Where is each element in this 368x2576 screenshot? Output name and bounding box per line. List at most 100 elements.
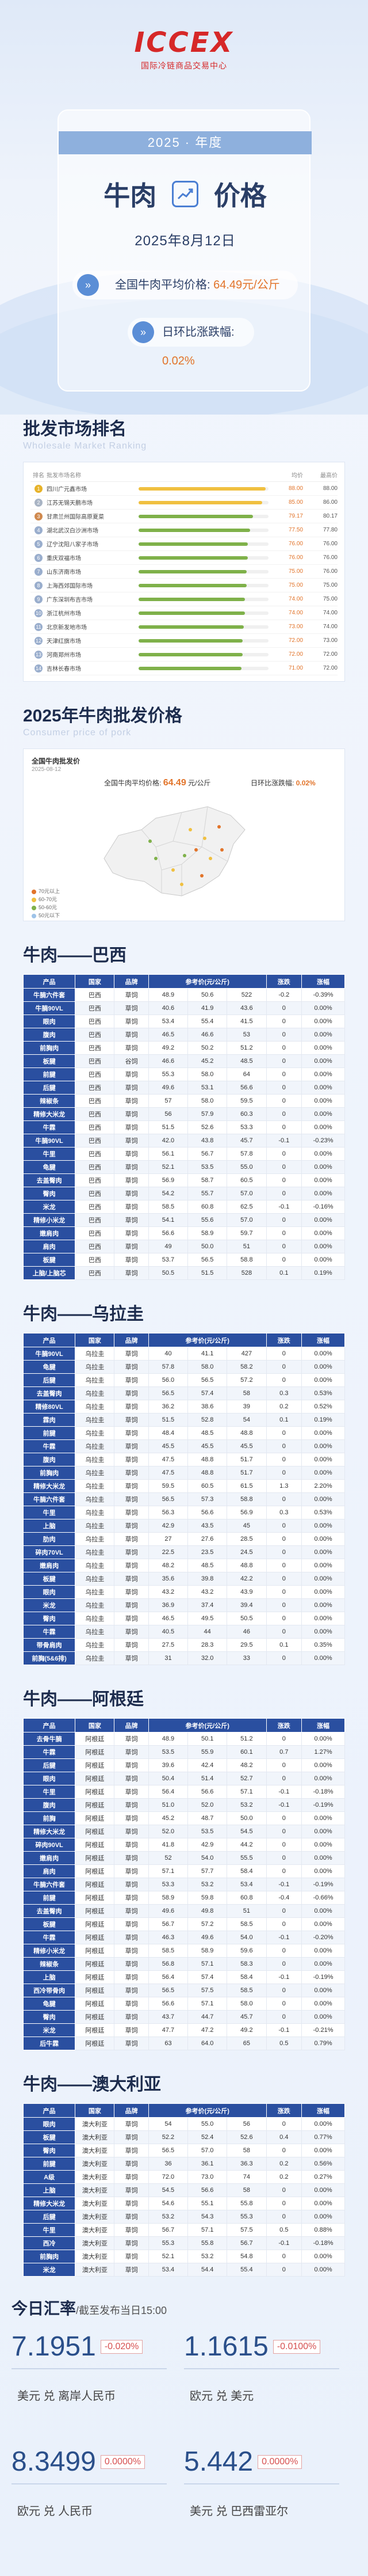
- table-row[interactable]: 前胸肉 巴西 草饲 49.2 50.2 51.2 0 0.00%: [22, 1041, 345, 1055]
- table-row[interactable]: 牛腩90VL 乌拉圭 草饲 40 41.1 427 0 0.00%: [22, 1347, 345, 1361]
- table-row[interactable]: 板腱 阿根廷 草饲 56.7 57.2 58.5 0 0.00%: [22, 1917, 345, 1931]
- table-row[interactable]: 板腱 澳大利亚 草饲 52.2 52.4 52.6 0.4 0.77%: [22, 2130, 345, 2144]
- table-row[interactable]: 精修大米龙 巴西 草饲 56 57.9 60.3 0 0.00%: [22, 1107, 345, 1121]
- table-row[interactable]: 肩肉 阿根廷 草饲 57.1 57.7 58.4 0 0.00%: [22, 1864, 345, 1878]
- table-row[interactable]: 去骨牛腩 阿根廷 草饲 48.9 50.1 51.2 0 0.00%: [22, 1732, 345, 1746]
- table-row[interactable]: 板腱 巴西 草饲 53.7 56.5 58.8 0 0.00%: [22, 1253, 345, 1267]
- table-row[interactable]: 牛里 巴西 草饲 56.1 56.7 57.8 0 0.00%: [22, 1147, 345, 1161]
- ranking-row[interactable]: 13 河南郑州市场 72.00 72.00: [30, 648, 338, 662]
- table-row[interactable]: 龟腱 巴西 草饲 52.1 53.5 55.0 0 0.00%: [22, 1160, 345, 1174]
- table-row[interactable]: 前胸肉 乌拉圭 草饲 47.5 48.8 51.7 0 0.00%: [22, 1466, 345, 1480]
- table-row[interactable]: 嫩肩肉 巴西 草饲 56.6 58.9 59.7 0 0.00%: [22, 1226, 345, 1240]
- table-row[interactable]: 板腱 巴西 谷饲 46.6 45.2 48.5 0 0.00%: [22, 1054, 345, 1068]
- table-row[interactable]: 牛腩90VL 巴西 草饲 40.6 41.9 43.6 0 0.00%: [22, 1001, 345, 1015]
- table-row[interactable]: 去盖臀肉 乌拉圭 草饲 56.5 57.4 58 0.3 0.53%: [22, 1386, 345, 1400]
- table-row[interactable]: 前腱 阿根廷 草饲 58.9 59.8 60.8 -0.4 -0.66%: [22, 1891, 345, 1905]
- table-row[interactable]: 嫩肩肉 阿根廷 草饲 52 54.0 55.5 0 0.00%: [22, 1851, 345, 1865]
- rank-number: 7: [30, 567, 47, 576]
- table-row[interactable]: 牛霖 乌拉圭 草饲 40.5 44 46 0 0.00%: [22, 1625, 345, 1639]
- product-name: 眼肉: [22, 2117, 76, 2131]
- table-row[interactable]: 臀肉 巴西 草饲 54.2 55.7 57.0 0 0.00%: [22, 1187, 345, 1200]
- table-row[interactable]: 后牛霖 阿根廷 草饲 63 64.0 65 0.5 0.79%: [22, 2037, 345, 2050]
- table-row[interactable]: 精修80VL 乌拉圭 草饲 36.2 38.6 39 0.2 0.52%: [22, 1400, 345, 1414]
- table-row[interactable]: 精修大米龙 乌拉圭 草饲 59.5 60.5 61.5 1.3 2.20%: [22, 1479, 345, 1493]
- table-row[interactable]: 嫩肩肉 乌拉圭 草饲 48.2 48.5 48.8 0 0.00%: [22, 1559, 345, 1572]
- table-row[interactable]: 上脑 澳大利亚 草饲 54.5 56.6 58 0 0.00%: [22, 2183, 345, 2197]
- table-row[interactable]: 眼肉 澳大利亚 草饲 54 55.0 56 0 0.00%: [22, 2117, 345, 2131]
- table-row[interactable]: 带骨肩肉 乌拉圭 草饲 27.5 28.3 29.5 0.1 0.35%: [22, 1638, 345, 1652]
- ranking-row[interactable]: 6 重庆双福市场 76.00 76.00: [30, 551, 338, 565]
- china-map[interactable]: [87, 795, 259, 910]
- table-row[interactable]: 碎肉90VL 阿根廷 草饲 41.8 42.9 44.2 0 0.00%: [22, 1838, 345, 1852]
- table-row[interactable]: 碎肉70VL 乌拉圭 草饲 22.5 23.5 24.5 0 0.00%: [22, 1545, 345, 1559]
- table-row[interactable]: 臀肉 澳大利亚 草饲 56.5 57.0 58 0 0.00%: [22, 2144, 345, 2157]
- table-row[interactable]: 牛里 乌拉圭 草饲 56.3 56.6 56.9 0.3 0.53%: [22, 1506, 345, 1519]
- table-row[interactable]: 精修大米龙 澳大利亚 草饲 54.6 55.1 55.8 0 0.00%: [22, 2197, 345, 2210]
- table-row[interactable]: 去盖臀肉 阿根廷 草饲 49.6 49.8 51 0 0.00%: [22, 1904, 345, 1918]
- ranking-row[interactable]: 12 天津红旗市场 72.00 73.00: [30, 634, 338, 648]
- table-row[interactable]: 前腱 巴西 草饲 55.3 58.0 64 0 0.00%: [22, 1067, 345, 1081]
- table-row[interactable]: 牛里 澳大利亚 草饲 56.7 57.1 57.5 0.5 0.88%: [22, 2223, 345, 2237]
- table-row[interactable]: 牛霖 阿根廷 草饲 46.3 49.6 54.0 -0.1 -0.20%: [22, 1931, 345, 1944]
- table-row[interactable]: 肩肉 巴西 草饲 49 50.0 51 0 0.00%: [22, 1240, 345, 1253]
- table-row[interactable]: 西冷 澳大利亚 草饲 55.3 55.8 56.7 -0.1 -0.18%: [22, 2236, 345, 2250]
- table-row[interactable]: 辣椒条 阿根廷 草饲 56.8 57.1 58.3 0 0.00%: [22, 1957, 345, 1971]
- table-row[interactable]: 后腱 乌拉圭 草饲 56.0 56.5 57.2 0 0.00%: [22, 1373, 345, 1387]
- table-row[interactable]: 臀肉 阿根廷 草饲 43.7 44.7 45.7 0 0.00%: [22, 2010, 345, 2024]
- table-row[interactable]: 牛霖 巴西 草饲 51.5 52.6 53.3 0 0.00%: [22, 1120, 345, 1134]
- ranking-row[interactable]: 4 湖北武汉白沙洲市场 77.50 77.80: [30, 523, 338, 537]
- table-row[interactable]: 前胸肉 澳大利亚 草饲 52.1 53.2 54.8 0 0.00%: [22, 2250, 345, 2263]
- max-price: 76.00: [323, 568, 338, 575]
- table-row[interactable]: 去盖臀肉 巴西 草饲 56.9 58.7 60.5 0 0.00%: [22, 1173, 345, 1187]
- table-row[interactable]: A级 澳大利亚 草饲 72.0 73.0 74 0.2 0.27%: [22, 2170, 345, 2184]
- table-row[interactable]: 板腱 乌拉圭 草饲 35.6 39.8 42.2 0 0.00%: [22, 1572, 345, 1586]
- ranking-row[interactable]: 5 辽宁沈阳八家子市场 76.00 76.00: [30, 537, 338, 551]
- table-row[interactable]: 上脑/上脑芯 巴西 草饲 50.5 51.5 528 0.1 0.19%: [22, 1266, 345, 1280]
- table-row[interactable]: 米龙 巴西 草饲 58.5 60.8 62.5 -0.1 -0.16%: [22, 1200, 345, 1214]
- table-row[interactable]: 精修小米龙 阿根廷 草饲 58.5 58.9 59.6 0 0.00%: [22, 1944, 345, 1958]
- table-row[interactable]: 龟腱 乌拉圭 草饲 57.8 58.0 58.2 0 0.00%: [22, 1360, 345, 1374]
- table-row[interactable]: 腹肉 乌拉圭 草饲 47.5 48.8 51.7 0 0.00%: [22, 1453, 345, 1466]
- table-row[interactable]: 米龙 澳大利亚 草饲 53.4 54.4 55.4 0 0.00%: [22, 2263, 345, 2277]
- table-row[interactable]: 眼肉 阿根廷 草饲 50.4 51.4 52.7 0 0.00%: [22, 1772, 345, 1785]
- ranking-row[interactable]: 3 甘肃兰州国际高原夏菜 79.17 80.17: [30, 510, 338, 523]
- table-row[interactable]: 龟腱 阿根廷 草饲 56.6 57.1 58.0 0 0.00%: [22, 1997, 345, 2011]
- table-row[interactable]: 后腱 澳大利亚 草饲 53.2 54.3 55.3 0 0.00%: [22, 2210, 345, 2224]
- table-row[interactable]: 精修大米龙 阿根廷 草饲 52.0 53.5 54.5 0 0.00%: [22, 1825, 345, 1838]
- table-row[interactable]: 上脑 乌拉圭 草饲 42.9 43.5 45 0 0.00%: [22, 1519, 345, 1533]
- table-row[interactable]: 上脑 阿根廷 草饲 56.4 57.4 58.4 -0.1 -0.19%: [22, 1970, 345, 1984]
- table-row[interactable]: 牛腩六件套 巴西 草饲 48.9 50.6 522 -0.2 -0.39%: [22, 988, 345, 1002]
- table-row[interactable]: 牛腩六件套 阿根廷 草饲 53.3 53.2 53.4 -0.1 -0.19%: [22, 1878, 345, 1891]
- ranking-row[interactable]: 1 四川广元鑫市场 88.00 88.00: [30, 482, 338, 496]
- table-row[interactable]: 后腱 阿根廷 草饲 39.6 42.4 48.2 0 0.00%: [22, 1758, 345, 1772]
- table-row[interactable]: 米龙 阿根廷 草饲 47.7 47.2 49.2 -0.1 -0.21%: [22, 2023, 345, 2037]
- table-row[interactable]: 前胸 阿根廷 草饲 45.2 48.7 50.0 0 0.00%: [22, 1811, 345, 1825]
- table-row[interactable]: 辣椒条 巴西 草饲 57 58.0 59.5 0 0.00%: [22, 1094, 345, 1108]
- ranking-row[interactable]: 8 上海西郊国际市场 75.00 75.00: [30, 579, 338, 592]
- table-row[interactable]: 眼肉 巴西 草饲 53.4 55.4 41.5 0 0.00%: [22, 1015, 345, 1028]
- table-row[interactable]: 肋肉 乌拉圭 草饲 27 27.6 28.5 0 0.00%: [22, 1532, 345, 1546]
- ranking-row[interactable]: 14 吉林长春市场 71.00 72.00: [30, 662, 338, 675]
- table-row[interactable]: 米龙 乌拉圭 草饲 36.9 37.4 39.4 0 0.00%: [22, 1598, 345, 1612]
- table-row[interactable]: 腹肉 阿根廷 草饲 51.0 52.0 53.2 -0.1 -0.19%: [22, 1798, 345, 1812]
- table-row[interactable]: 西冷带骨肉 阿根廷 草饲 56.5 57.5 58.5 0 0.00%: [22, 1984, 345, 1997]
- table-row[interactable]: 前腱 乌拉圭 草饲 48.4 48.5 48.8 0 0.00%: [22, 1426, 345, 1440]
- table-row[interactable]: 牛霖 阿根廷 草饲 53.5 55.9 60.1 0.7 1.27%: [22, 1745, 345, 1759]
- ranking-row[interactable]: 2 江苏无锡天鹏市场 85.00 86.00: [30, 496, 338, 510]
- table-row[interactable]: 牛霖 乌拉圭 草饲 45.5 45.5 45.5 0 0.00%: [22, 1439, 345, 1453]
- table-row[interactable]: 眼肉 乌拉圭 草饲 43.2 43.2 43.9 0 0.00%: [22, 1585, 345, 1599]
- table-row[interactable]: 牛腩六件套 乌拉圭 草饲 56.5 57.3 58.8 0 0.00%: [22, 1492, 345, 1506]
- table-row[interactable]: 腹肉 巴西 草饲 46.5 46.6 53 0 0.00%: [22, 1028, 345, 1042]
- table-row[interactable]: 前腱 澳大利亚 草饲 36 36.1 36.3 0.2 0.56%: [22, 2157, 345, 2171]
- table-row[interactable]: 牛里 阿根廷 草饲 56.4 56.6 57.1 -0.1 -0.18%: [22, 1785, 345, 1799]
- table-row[interactable]: 后腱 巴西 草饲 49.6 53.1 56.6 0 0.00%: [22, 1081, 345, 1095]
- table-row[interactable]: 前胸(5&6排) 乌拉圭 草饲 31 32.0 33 0 0.00%: [22, 1651, 345, 1665]
- table-row[interactable]: 霖肉 乌拉圭 草饲 51.5 52.8 54 0.1 0.19%: [22, 1413, 345, 1427]
- ranking-row[interactable]: 10 浙江杭州市场 74.00 74.00: [30, 606, 338, 620]
- ranking-row[interactable]: 11 北京新发地市场 73.00 74.00: [30, 620, 338, 634]
- table-row[interactable]: 臀肉 乌拉圭 草饲 46.5 49.5 50.5 0 0.00%: [22, 1612, 345, 1625]
- table-row[interactable]: 牛腩90VL 巴西 草饲 42.0 43.8 45.7 -0.1 -0.23%: [22, 1134, 345, 1148]
- ranking-row[interactable]: 9 广东深圳布吉市场 74.00 75.00: [30, 592, 338, 606]
- table-row[interactable]: 精修小米龙 巴西 草饲 54.1 55.6 57.0 0 0.00%: [22, 1213, 345, 1227]
- ranking-row[interactable]: 7 山东济南市场 75.00 76.00: [30, 565, 338, 579]
